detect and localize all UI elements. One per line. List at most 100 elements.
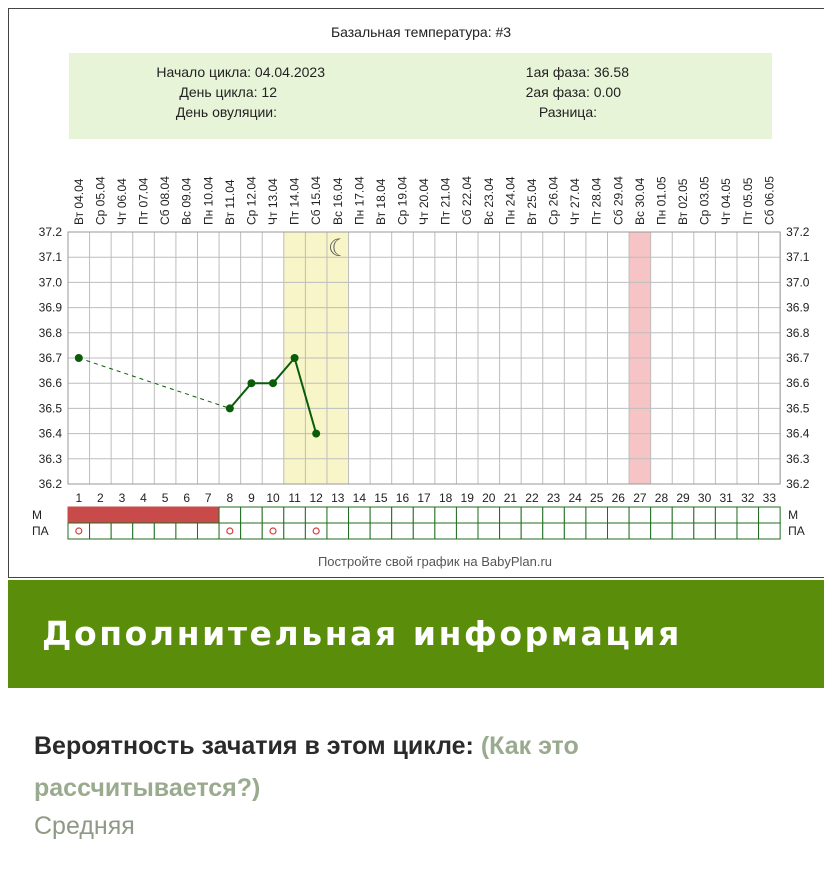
temperature-chart: Базальная температура: #3 Начало цикла: 0…: [32, 24, 810, 569]
y-tick-left: 36.2: [39, 477, 63, 491]
date-tick: Вт 25.04: [525, 178, 539, 225]
y-tick-left: 36.8: [39, 326, 63, 340]
day-number: 7: [205, 491, 212, 505]
day-number: 25: [590, 491, 604, 505]
pa-cell: [283, 522, 306, 540]
day-number: 29: [676, 491, 690, 505]
banner-title: Дополнительная информация: [42, 614, 682, 653]
date-tick: Чт 27.04: [568, 178, 582, 225]
m-cell: [196, 506, 220, 524]
pa-marker: [226, 527, 234, 535]
plot-frame: [67, 231, 781, 485]
date-tick: Ср 03.05: [698, 176, 712, 225]
day-number: 16: [396, 491, 410, 505]
m-cell: [153, 506, 177, 524]
day-number: 27: [633, 491, 647, 505]
pa-marker: [75, 527, 83, 535]
pa-cell: [89, 522, 112, 540]
day-number: 8: [227, 491, 234, 505]
info-phase1: 1ая фаза: 36.58: [526, 64, 629, 80]
m-cell: [758, 506, 781, 524]
pa-cell: [650, 522, 673, 540]
m-cell: [434, 506, 457, 524]
date-tick: Вт 02.05: [676, 178, 690, 225]
probability-help-link[interactable]: (Как это рассчитывается?): [34, 732, 579, 802]
y-tick-right: 36.9: [786, 301, 810, 315]
date-tick: Пт 14.04: [288, 177, 302, 225]
date-tick: Чт 13.04: [266, 178, 280, 225]
m-cell: [607, 506, 630, 524]
data-point: [290, 354, 299, 362]
moon-icon: ☾: [328, 235, 350, 262]
date-tick: Сб 22.04: [460, 176, 474, 225]
m-cell: [542, 506, 565, 524]
pa-marker: [269, 527, 277, 535]
y-tick-left: 37.0: [39, 275, 63, 289]
day-number: 33: [763, 491, 777, 505]
y-tick-right: 36.2: [786, 477, 810, 491]
y-tick-right: 37.2: [786, 225, 810, 239]
m-cell: [240, 506, 263, 524]
m-cell: [736, 506, 760, 524]
probability-label: Вероятность зачатия в этом цикле:: [34, 732, 474, 760]
m-cell: [110, 506, 134, 524]
m-cell: [369, 506, 393, 524]
chart-footer: Постройте свой график на BabyPlan.ru: [318, 554, 552, 569]
day-number: 31: [720, 491, 734, 505]
day-number: 9: [248, 491, 255, 505]
y-tick-left: 37.1: [39, 250, 63, 264]
pa-cell: [563, 522, 587, 540]
pa-row-label-right: ПА: [788, 524, 805, 538]
info-phase2: 2ая фаза: 0.00: [526, 84, 622, 100]
y-tick-right: 36.5: [786, 401, 810, 415]
m-cell: [326, 506, 350, 524]
day-number: 4: [140, 491, 147, 505]
date-tick: Чт 20.04: [417, 178, 431, 225]
series-segment: [229, 382, 253, 410]
info-cycle-start: Начало цикла: 04.04.2023: [156, 64, 325, 80]
chart-title: Базальная температура: #3: [331, 24, 511, 40]
day-number: 20: [482, 491, 496, 505]
day-number: 23: [547, 491, 561, 505]
pa-cell: [693, 522, 716, 540]
date-tick: Вс 23.04: [482, 177, 496, 225]
pa-cell: [758, 522, 781, 540]
day-number: 17: [417, 491, 431, 505]
date-tick: Вт 18.04: [374, 178, 388, 225]
day-number: 2: [97, 491, 104, 505]
m-cell: [628, 506, 652, 524]
date-tick: Пт 07.04: [137, 177, 151, 225]
day-number: 10: [266, 491, 280, 505]
date-tick: Пн 10.04: [201, 176, 215, 225]
pa-cell: [326, 522, 350, 540]
date-tick: Вс 16.04: [331, 177, 345, 225]
pa-cell: [369, 522, 393, 540]
day-number: 15: [374, 491, 388, 505]
pa-cell: [153, 522, 177, 540]
day-number: 22: [525, 491, 539, 505]
pa-cell: [261, 522, 285, 540]
day-number: 18: [439, 491, 453, 505]
day-number: 32: [741, 491, 755, 505]
pa-cell: [434, 522, 457, 540]
y-tick-left: 36.7: [39, 351, 63, 365]
m-cell: [671, 506, 695, 524]
y-tick-right: 36.8: [786, 326, 810, 340]
day-number: 28: [655, 491, 669, 505]
data-point: [247, 379, 256, 388]
m-cell: [175, 506, 198, 524]
conception-probability: Вероятность зачатия в этом цикле: (Как э…: [34, 725, 674, 809]
date-tick: Пн 17.04: [352, 176, 366, 225]
pa-cell: [196, 522, 220, 540]
pa-cell: [520, 522, 544, 540]
additional-info-banner: Дополнительная информация: [8, 580, 824, 688]
y-tick-left: 36.9: [39, 301, 63, 315]
pa-cell: [412, 522, 436, 540]
pa-cell: [391, 522, 414, 540]
date-tick: Вт 04.04: [72, 178, 86, 225]
pa-cell: [110, 522, 134, 540]
date-tick: Сб 06.05: [762, 176, 776, 225]
date-tick: Пт 21.04: [439, 177, 453, 225]
y-tick-left: 36.6: [39, 376, 63, 390]
date-tick: Вс 09.04: [180, 177, 194, 225]
